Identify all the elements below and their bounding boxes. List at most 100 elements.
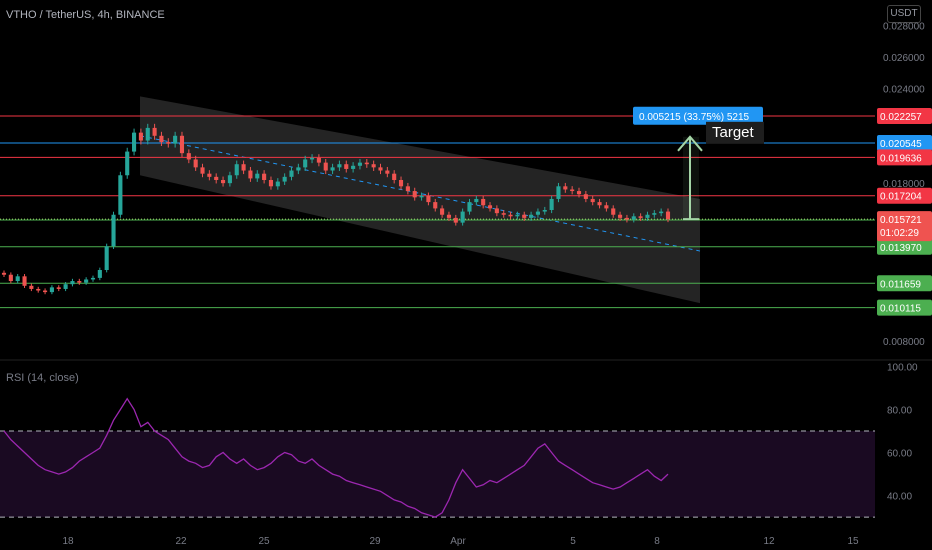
- y-tick-2: 0.024000: [883, 84, 925, 95]
- candle-body-93: [638, 216, 643, 218]
- x-tick-8: 15: [847, 536, 859, 547]
- candle-body-37: [255, 173, 260, 179]
- candle-body-91: [624, 217, 629, 220]
- candle-body-16: [111, 214, 116, 247]
- candle-body-50: [344, 164, 349, 169]
- candle-body-51: [351, 165, 356, 169]
- candle-body-63: [433, 202, 438, 209]
- rsi-line: [3, 397, 669, 518]
- candle-body-28: [193, 159, 198, 168]
- candle-body-82: [563, 186, 568, 190]
- level-badge-5: [877, 238, 932, 255]
- candle-body-0: [1, 272, 7, 275]
- candle-body-81: [556, 186, 561, 199]
- candle-body-12: [84, 279, 89, 283]
- candle-body-45: [309, 157, 315, 160]
- candle-body-83: [570, 189, 575, 192]
- candle-body-68: [467, 202, 472, 212]
- currency-button[interactable]: USDT: [887, 5, 921, 23]
- candle-body-31: [214, 176, 219, 180]
- candle-body-61: [419, 195, 424, 198]
- target-annotation: Target: [712, 124, 755, 141]
- candle-body-8: [56, 287, 61, 289]
- candle-body-7: [49, 287, 54, 293]
- candle-body-76: [522, 214, 527, 218]
- candle-body-42: [289, 170, 294, 177]
- level-label-1: 0.020545: [880, 139, 922, 150]
- candle-body-1: [8, 274, 13, 282]
- x-tick-1: 22: [175, 536, 187, 547]
- candle-body-3: [22, 276, 27, 286]
- candle-body-30: [207, 173, 212, 177]
- candle-body-71: [487, 205, 493, 209]
- rsi-indicator-label[interactable]: RSI (14, close): [6, 372, 79, 384]
- candle-body-55: [378, 167, 383, 171]
- rsi-y-tick-3: 40.00: [887, 492, 912, 503]
- candle-body-73: [501, 213, 506, 215]
- candle-body-36: [248, 170, 253, 179]
- candle-body-84: [576, 191, 582, 195]
- candle-body-9: [63, 284, 68, 289]
- candle-body-66: [453, 217, 458, 223]
- candle-body-10: [70, 281, 75, 285]
- measure-label: 0.005215 (33.75%) 5215: [639, 112, 750, 123]
- target-label-bg: [706, 121, 764, 144]
- candle-body-96: [659, 211, 664, 214]
- candle-body-48: [330, 167, 335, 171]
- candle-body-46: [316, 157, 321, 163]
- candle-body-13: [90, 277, 96, 280]
- candle-body-5: [36, 288, 41, 291]
- rsi-y-tick-2: 60.00: [887, 449, 912, 460]
- candle-body-56: [385, 170, 390, 174]
- x-tick-4: Apr: [450, 536, 466, 547]
- candle-body-22: [152, 127, 157, 136]
- candle-body-34: [234, 164, 239, 176]
- candle-body-32: [220, 180, 226, 184]
- descending-channel: [140, 96, 700, 304]
- candle-body-79: [542, 210, 547, 212]
- level-label-3: 0.017204: [880, 192, 922, 203]
- candle-body-20: [138, 132, 143, 141]
- candle-body-6: [43, 290, 48, 293]
- candle-body-94: [645, 214, 650, 218]
- candle-body-88: [604, 205, 609, 209]
- level-badge-2: [877, 149, 932, 166]
- y-tick-0: 0.028000: [883, 21, 925, 32]
- x-tick-5: 5: [570, 536, 576, 547]
- candle-body-4: [29, 285, 34, 289]
- candle-body-92: [631, 216, 636, 220]
- level-label-5: 0.013970: [880, 243, 922, 254]
- candle-body-62: [426, 195, 431, 203]
- level-label-2: 0.019636: [880, 153, 922, 164]
- candle-body-80: [549, 198, 554, 210]
- x-tick-0: 18: [62, 536, 74, 547]
- candle-body-52: [357, 162, 363, 166]
- candle-body-14: [97, 270, 102, 278]
- candle-body-53: [364, 162, 369, 165]
- rsi-y-tick-1: 80.00: [887, 405, 912, 416]
- level-badge-7: [877, 299, 932, 316]
- candle-body-23: [159, 135, 164, 143]
- candle-body-85: [583, 194, 588, 199]
- candle-body-64: [440, 208, 445, 215]
- candle-body-54: [371, 164, 376, 168]
- candle-body-27: [186, 153, 191, 160]
- candle-body-35: [241, 164, 246, 171]
- candle-body-24: [166, 142, 171, 144]
- candle-body-89: [611, 208, 616, 215]
- candle-body-70: [481, 198, 486, 206]
- bar-countdown: 01:02:29: [880, 228, 919, 239]
- candle-body-87: [597, 202, 602, 206]
- candle-body-26: [179, 135, 185, 154]
- level-label-7: 0.010115: [880, 304, 921, 315]
- candle-body-43: [296, 167, 301, 171]
- candle-body-47: [323, 162, 328, 171]
- measure-badge: [633, 106, 763, 125]
- candle-body-33: [227, 175, 232, 184]
- level-badge-0: [877, 107, 932, 124]
- candle-body-60: [412, 191, 417, 198]
- candle-body-15: [104, 246, 109, 270]
- level-badge-1: [877, 134, 932, 151]
- candle-body-11: [77, 281, 82, 283]
